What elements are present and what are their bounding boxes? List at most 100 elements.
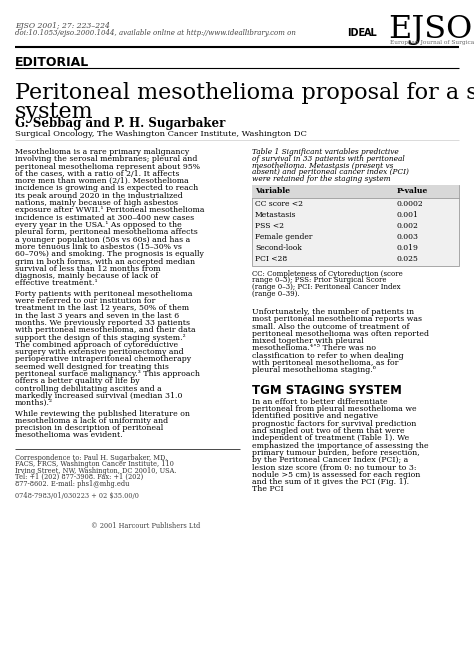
Text: mesothelioma. Metastasis (present vs: mesothelioma. Metastasis (present vs [252,161,393,170]
Text: independent of treatment (Table 1). We: independent of treatment (Table 1). We [252,434,409,442]
Bar [252,185,459,266]
Text: by the Peritoneal Cancer Index (PCI); a: by the Peritoneal Cancer Index (PCI); a [252,456,408,464]
Text: its peak around 2020 in the industrialized: its peak around 2020 in the industrializ… [15,192,183,200]
Text: more tenuous link to asbestos (15–30% vs: more tenuous link to asbestos (15–30% vs [15,243,182,251]
Text: identified positive and negative: identified positive and negative [252,412,378,420]
Text: pleural form, peritoneal mesothelioma affects: pleural form, peritoneal mesothelioma af… [15,228,198,237]
Text: peritoneal from pleural mesothelioma we: peritoneal from pleural mesothelioma we [252,405,417,413]
Text: seemed well designed for treating this: seemed well designed for treating this [15,362,169,371]
Text: EDITORIAL: EDITORIAL [15,56,89,69]
Text: perioperative intraperitoneal chemotherapy: perioperative intraperitoneal chemothera… [15,355,191,363]
Text: nations, mainly because of high asbestos: nations, mainly because of high asbestos [15,199,178,207]
Text: P-value: P-value [397,187,428,195]
Text: The PCI: The PCI [252,485,283,493]
Text: of the cases, with a ratio of 2/1. It affects: of the cases, with a ratio of 2/1. It af… [15,170,179,178]
Text: markedly increased survival (median 31.0: markedly increased survival (median 31.0 [15,392,182,400]
Text: While reviewing the published literature on: While reviewing the published literature… [15,409,190,417]
Text: lesion size score (from 0: no tumour to 3:: lesion size score (from 0: no tumour to … [252,464,417,472]
Text: more men than women (2/1). Mesothelioma: more men than women (2/1). Mesothelioma [15,177,189,185]
Text: 0748-7983/01/030223 + 02 $35.00/0: 0748-7983/01/030223 + 02 $35.00/0 [15,492,139,500]
Text: survival of less than 12 months from: survival of less than 12 months from [15,265,161,273]
Text: with peritoneal mesothelioma, as for: with peritoneal mesothelioma, as for [252,359,399,367]
Text: effective treatment.¹: effective treatment.¹ [15,279,98,287]
Text: primary tumour burden, before resection,: primary tumour burden, before resection, [252,449,420,457]
Text: diagnosis, mainly because of lack of: diagnosis, mainly because of lack of [15,272,158,280]
Text: 0.0002: 0.0002 [397,200,424,208]
Text: a younger population (50s vs 60s) and has a: a younger population (50s vs 60s) and ha… [15,236,190,244]
Text: Table 1 Significant variables predictive: Table 1 Significant variables predictive [252,148,399,156]
Text: FACS, FRCS, Washington Cancer Institute, 110: FACS, FRCS, Washington Cancer Institute,… [15,460,174,468]
Text: PCI <28: PCI <28 [255,255,287,263]
Text: support the design of this staging system.²: support the design of this staging syste… [15,334,186,342]
Text: Unfortunately, the number of patients in: Unfortunately, the number of patients in [252,308,414,316]
Text: most peritoneal mesothelioma reports was: most peritoneal mesothelioma reports was [252,316,422,324]
Text: IDE: IDE [347,29,365,38]
Text: nodule >5 cm) is assessed for each region: nodule >5 cm) is assessed for each regio… [252,471,420,478]
Text: 0.025: 0.025 [397,255,419,263]
Text: Variable: Variable [255,187,290,195]
Text: offers a better quality of life by: offers a better quality of life by [15,377,140,385]
Text: peritoneal mesothelioma was often reported: peritoneal mesothelioma was often report… [252,330,429,338]
Text: emphasized the importance of assessing the: emphasized the importance of assessing t… [252,442,428,450]
Text: © 2001 Harcourt Publishers Ltd: © 2001 Harcourt Publishers Ltd [91,522,200,530]
Text: precision in description of peritoneal: precision in description of peritoneal [15,424,163,432]
Text: every year in the USA.¹ As opposed to the: every year in the USA.¹ As opposed to th… [15,221,182,229]
Text: PSS <2: PSS <2 [255,222,284,230]
Text: were referred to our institution for: were referred to our institution for [15,297,155,305]
Text: The combined approach of cytoreductive: The combined approach of cytoreductive [15,341,178,349]
Text: months).²: months).² [15,399,53,407]
Text: range 0–3); PSS: Prior Surgical Score: range 0–3); PSS: Prior Surgical Score [252,277,386,285]
Text: 0.019: 0.019 [397,244,419,252]
Text: incidence is growing and is expected to reach: incidence is growing and is expected to … [15,184,198,192]
Text: AL: AL [364,29,378,38]
Text: CC: Completeness of Cytoreduction (score: CC: Completeness of Cytoreduction (score [252,270,403,278]
Text: mesothelioma was evident.: mesothelioma was evident. [15,431,123,440]
Text: European Journal of Surgical Oncology: European Journal of Surgical Oncology [390,40,474,45]
Text: Irving Street, NW, Washington, DC 20010, USA.: Irving Street, NW, Washington, DC 20010,… [15,467,176,475]
Text: Second-look: Second-look [255,244,302,252]
Text: In an effort to better differentiate: In an effort to better differentiate [252,398,388,406]
Text: EJSO 2001; 27: 223–224: EJSO 2001; 27: 223–224 [15,22,110,30]
Text: prognostic factors for survival prediction: prognostic factors for survival predicti… [252,419,416,427]
Text: were retained for the staging system: were retained for the staging system [252,175,391,183]
Text: 0.003: 0.003 [397,233,419,241]
Text: incidence is estimated at 300–400 new cases: incidence is estimated at 300–400 new ca… [15,214,194,222]
Text: (range 0–39).: (range 0–39). [252,289,300,297]
Text: Mesothelioma is a rare primary malignancy: Mesothelioma is a rare primary malignanc… [15,148,189,156]
Text: 0.001: 0.001 [397,211,419,219]
Text: (range 0–3); PCI: Peritoneal Cancer Index: (range 0–3); PCI: Peritoneal Cancer Inde… [252,283,401,291]
Text: small. Also the outcome of treatment of: small. Also the outcome of treatment of [252,322,410,330]
Text: grim in both forms, with an accepted median: grim in both forms, with an accepted med… [15,257,195,265]
Text: 0.002: 0.002 [397,222,419,230]
Text: TGM STAGING SYSTEM: TGM STAGING SYSTEM [252,384,402,397]
Text: Tel: +1 (202) 877-3908. Fax: +1 (202): Tel: +1 (202) 877-3908. Fax: +1 (202) [15,473,143,481]
Text: Correspondence to: Paul H. Sugarbaker, MD,: Correspondence to: Paul H. Sugarbaker, M… [15,454,167,462]
Text: Metastasis: Metastasis [255,211,297,219]
Text: mixed together with pleural: mixed together with pleural [252,337,364,345]
Text: pleural mesothelioma staging.⁶: pleural mesothelioma staging.⁶ [252,366,376,375]
Text: surgery with extensive peritonectomy and: surgery with extensive peritonectomy and [15,348,183,356]
Text: peritoneal surface malignancy.³ This approach: peritoneal surface malignancy.³ This app… [15,370,200,378]
Text: of survival in 33 patients with peritoneal: of survival in 33 patients with peritone… [252,155,405,163]
Text: involving the serosal membranes; pleural and: involving the serosal membranes; pleural… [15,155,197,163]
Text: controlling debilitating ascites and a: controlling debilitating ascites and a [15,385,162,393]
Text: G. Sebbag and P. H. Sugarbaker: G. Sebbag and P. H. Sugarbaker [15,117,225,130]
Text: absent) and peritoneal cancer index (PCI): absent) and peritoneal cancer index (PCI… [252,168,409,176]
Text: and the sum of it gives the PCI (Fig. 1).: and the sum of it gives the PCI (Fig. 1)… [252,478,409,486]
Text: Surgical Oncology, The Washington Cancer Institute, Washington DC: Surgical Oncology, The Washington Cancer… [15,130,307,138]
Text: Peritoneal mesothelioma proposal for a staging: Peritoneal mesothelioma proposal for a s… [15,82,474,104]
Text: Female gender: Female gender [255,233,312,241]
Text: 60–70%) and smoking. The prognosis is equally: 60–70%) and smoking. The prognosis is eq… [15,250,204,258]
Text: 877-8602. E-mail: phs1@mhg.edu: 877-8602. E-mail: phs1@mhg.edu [15,480,129,488]
Bar [252,185,459,198]
Text: classification to refer to when dealing: classification to refer to when dealing [252,352,404,360]
Text: and singled out two of them that were: and singled out two of them that were [252,427,405,435]
Text: Forty patients with peritoneal mesothelioma: Forty patients with peritoneal mesotheli… [15,289,192,297]
Text: with peritoneal mesothelioma, and their data: with peritoneal mesothelioma, and their … [15,326,196,334]
Text: in the last 3 years and seven in the last 6: in the last 3 years and seven in the las… [15,312,179,320]
Text: system: system [15,101,94,123]
Text: exposure after WWII.¹ Peritoneal mesothelioma: exposure after WWII.¹ Peritoneal mesothe… [15,206,204,214]
Text: EJSO: EJSO [388,14,472,45]
Text: treatment in the last 12 years, 50% of them: treatment in the last 12 years, 50% of t… [15,304,189,312]
Text: mesothelioma a lack of uniformity and: mesothelioma a lack of uniformity and [15,417,168,425]
